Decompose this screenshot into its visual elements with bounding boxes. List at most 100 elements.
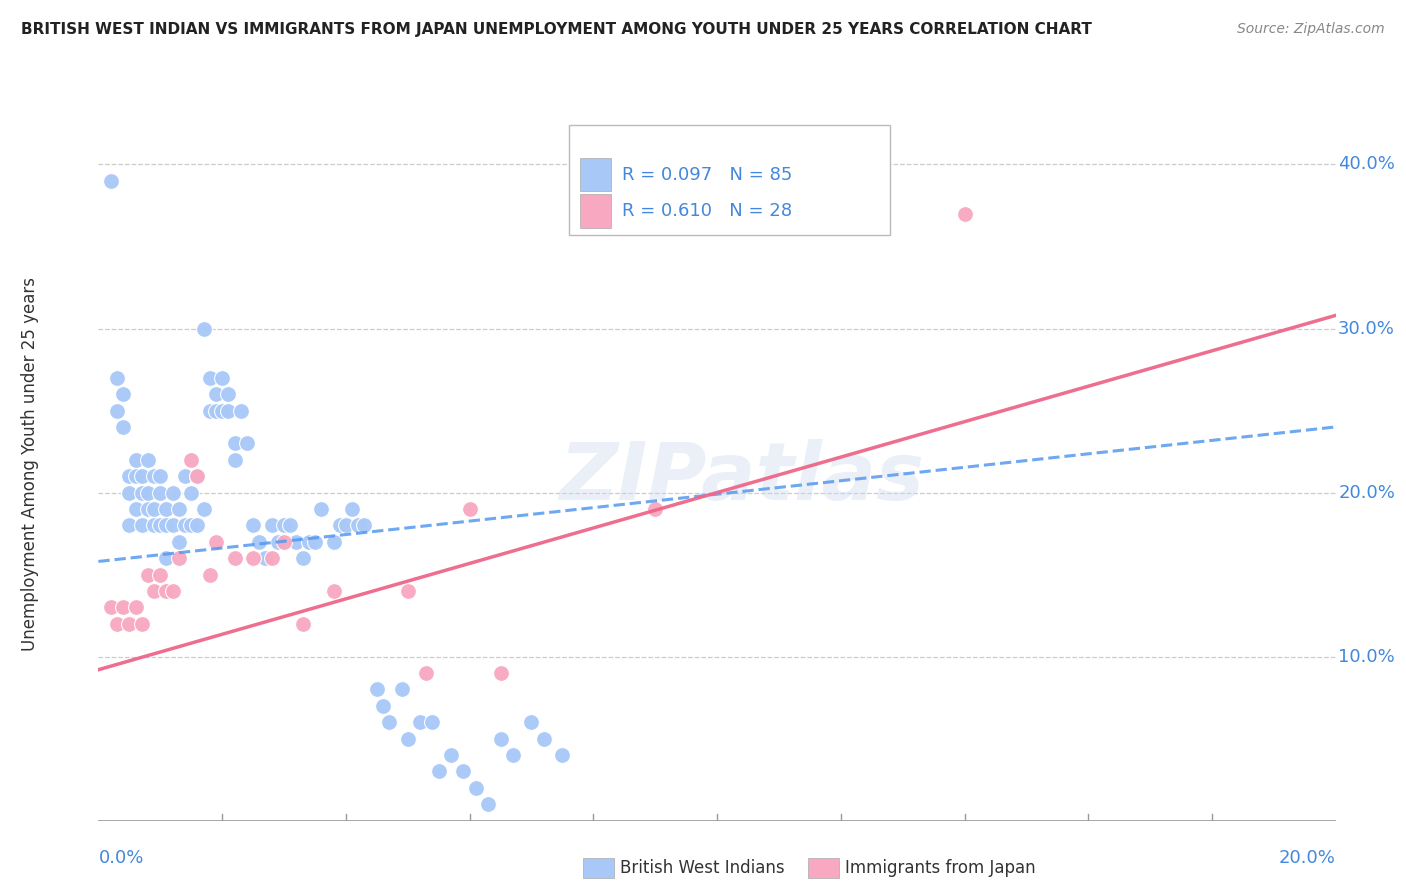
Point (396, 731, 419, 746)
Point (149, 469, 172, 483)
Point (124, 452, 146, 467)
Point (427, 764, 450, 779)
Point (100, 600, 122, 615)
Text: British West Indians: British West Indians (620, 859, 785, 877)
Point (143, 502, 166, 516)
Point (260, 518, 283, 533)
Point (309, 502, 332, 516)
Point (167, 534, 190, 549)
Point (291, 616, 314, 631)
Point (149, 567, 172, 582)
Point (211, 403, 233, 417)
Text: ZIPatlas: ZIPatlas (560, 439, 924, 517)
Point (174, 518, 197, 533)
Point (112, 600, 135, 615)
Point (124, 469, 146, 483)
Point (180, 518, 202, 533)
Point (378, 715, 401, 730)
Point (174, 469, 197, 483)
Point (193, 321, 215, 335)
Point (186, 469, 208, 483)
Point (458, 502, 481, 516)
Point (224, 452, 246, 467)
Point (371, 698, 394, 713)
Point (247, 534, 270, 549)
Point (105, 616, 128, 631)
Point (260, 551, 283, 566)
Point (273, 518, 295, 533)
Point (162, 584, 184, 599)
Point (254, 551, 277, 566)
Point (118, 485, 141, 500)
Point (143, 584, 166, 599)
Point (100, 174, 122, 188)
Point (322, 534, 344, 549)
Point (396, 584, 419, 599)
Point (224, 436, 246, 450)
Point (224, 551, 246, 566)
Point (242, 551, 264, 566)
Text: 0.0%: 0.0% (98, 849, 143, 867)
Point (186, 518, 208, 533)
Point (198, 567, 221, 582)
Point (131, 485, 153, 500)
Point (644, 502, 666, 516)
Point (167, 551, 190, 566)
Text: 20.0%: 20.0% (1339, 483, 1395, 501)
Point (278, 518, 301, 533)
Point (322, 584, 344, 599)
Point (180, 452, 202, 467)
Point (422, 715, 444, 730)
Point (136, 452, 159, 467)
Point (205, 403, 228, 417)
Point (124, 502, 146, 516)
Point (131, 518, 153, 533)
Point (285, 534, 308, 549)
Point (186, 469, 208, 483)
Point (118, 616, 141, 631)
Point (273, 534, 295, 549)
Text: 20.0%: 20.0% (1279, 849, 1336, 867)
Point (953, 207, 976, 221)
Text: Source: ZipAtlas.com: Source: ZipAtlas.com (1237, 22, 1385, 37)
Point (440, 747, 463, 762)
Point (118, 469, 141, 483)
Point (193, 502, 215, 516)
Point (136, 567, 159, 582)
Point (167, 502, 190, 516)
Point (366, 682, 388, 697)
Point (149, 518, 172, 533)
Point (229, 403, 252, 417)
Point (149, 485, 172, 500)
Point (112, 387, 135, 401)
Point (211, 370, 233, 384)
Point (162, 518, 184, 533)
Point (340, 502, 363, 516)
Point (198, 403, 221, 417)
Point (217, 387, 239, 401)
Point (205, 387, 228, 401)
Text: Unemployment Among Youth under 25 years: Unemployment Among Youth under 25 years (21, 277, 39, 651)
Point (131, 469, 153, 483)
Text: R = 0.610   N = 28: R = 0.610 N = 28 (621, 202, 792, 220)
Point (131, 616, 153, 631)
Point (298, 534, 321, 549)
Point (236, 436, 259, 450)
Point (489, 665, 512, 680)
Point (136, 502, 159, 516)
Point (118, 518, 141, 533)
Point (217, 403, 239, 417)
Point (105, 370, 128, 384)
Point (198, 370, 221, 384)
Point (143, 518, 166, 533)
Point (477, 797, 499, 812)
Point (502, 747, 524, 762)
Point (353, 518, 375, 533)
Point (335, 518, 357, 533)
Text: Immigrants from Japan: Immigrants from Japan (845, 859, 1036, 877)
Text: 40.0%: 40.0% (1339, 155, 1395, 173)
Point (112, 420, 135, 434)
Point (155, 518, 177, 533)
Text: 10.0%: 10.0% (1339, 648, 1395, 665)
Point (105, 403, 128, 417)
